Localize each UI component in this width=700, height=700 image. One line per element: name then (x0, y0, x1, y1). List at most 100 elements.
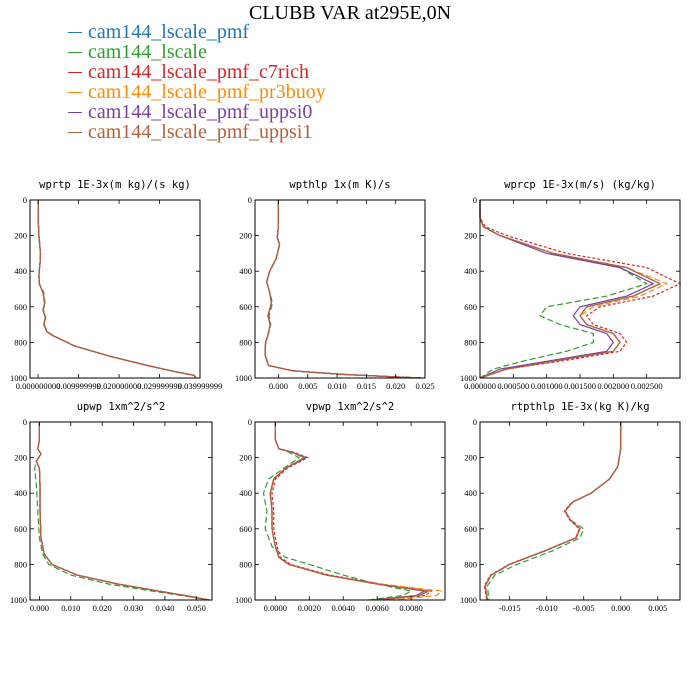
series-line (34, 422, 209, 601)
x-tick-label: 0.025 (415, 381, 434, 391)
x-tick-label: 0.0000 (264, 603, 287, 613)
x-tick-label: 0.030 (124, 603, 143, 613)
y-tick-label: 800 (14, 559, 27, 569)
y-tick-label: 800 (464, 337, 477, 347)
legend-entry: cam144_lscale_pmf_uppsi1 (68, 120, 326, 143)
series-line (264, 200, 421, 379)
series-line (269, 422, 427, 601)
y-tick-label: 0 (473, 195, 477, 205)
series-line (37, 200, 197, 379)
y-tick-label: 1000 (235, 595, 252, 605)
legend-label: cam144_lscale_pmf_uppsi1 (88, 120, 313, 143)
y-tick-label: 400 (239, 488, 252, 498)
series-line (269, 422, 444, 601)
y-tick-label: 200 (464, 231, 477, 241)
series-line (484, 422, 622, 601)
x-tick-label: -0.010 (536, 603, 558, 613)
panel-title: rtpthlp 1E-3x(kg K)/kg (510, 401, 649, 413)
series-line (35, 422, 210, 601)
panel-title: upwp 1xm^2/s^2 (77, 401, 166, 413)
legend-swatch (68, 31, 82, 33)
y-tick-label: 0 (248, 195, 252, 205)
series-line (35, 422, 210, 601)
y-tick-label: 0 (23, 417, 27, 427)
x-tick-label: 0.000 (269, 381, 288, 391)
y-tick-label: 200 (14, 453, 27, 463)
y-tick-label: 400 (239, 266, 252, 276)
x-tick-label: 0.039999999 (178, 381, 223, 391)
series-line (264, 200, 421, 379)
x-tick-label: 0.000 (30, 603, 49, 613)
series-line (264, 200, 421, 379)
y-tick-label: 1000 (235, 373, 252, 383)
y-tick-label: 1000 (460, 373, 477, 383)
series-line (479, 200, 682, 379)
x-tick-label: 0.000500 (497, 381, 529, 391)
series-line (479, 200, 649, 379)
legend-swatch (68, 91, 82, 93)
y-tick-label: 800 (239, 337, 252, 347)
series-line (479, 200, 662, 379)
y-tick-label: 200 (239, 231, 252, 241)
y-tick-label: 1000 (10, 595, 27, 605)
x-tick-label: 0.010 (61, 603, 80, 613)
plot-frame (479, 421, 681, 601)
series-line (269, 422, 430, 601)
legend-entry: cam144_lscale_pmf_c7rich (68, 60, 326, 83)
legend-label: cam144_lscale_pmf (88, 20, 250, 43)
series-line (37, 200, 197, 379)
series-line (479, 200, 669, 379)
chart-panel: vpwp 1xm^2/s^2 0 200 400 600 800 1000 0.0000 0.0… (235, 401, 446, 613)
chart-panel: wpthlp 1x(m K)/s 0 200 400 600 800 1000 0.000 0.… (235, 179, 435, 391)
legend: cam144_lscale_pmf cam144_lscale cam144_l… (68, 20, 326, 143)
legend-label: cam144_lscale_pmf_c7rich (88, 60, 310, 83)
y-tick-label: 600 (14, 302, 27, 312)
y-tick-label: 200 (14, 231, 27, 241)
series-line (35, 422, 210, 601)
x-tick-label: 0.000 (611, 603, 630, 613)
legend-swatch (68, 131, 82, 133)
legend-swatch (68, 51, 82, 53)
legend-entry: cam144_lscale_pmf_pr3buoy (68, 81, 326, 103)
series-line (483, 422, 622, 601)
legend-swatch (68, 111, 82, 113)
y-tick-label: 800 (239, 559, 252, 569)
y-tick-label: 400 (464, 488, 477, 498)
x-tick-label: 0.000000000 (16, 381, 61, 391)
series-line (37, 200, 197, 379)
series-line (484, 422, 622, 601)
series-line (35, 422, 210, 601)
legend-entry: cam144_lscale_pmf_uppsi0 (68, 100, 326, 123)
figure-title: CLUBB VAR at295E,0N (248, 2, 452, 24)
x-tick-label: 0.005 (648, 603, 667, 613)
series-line (271, 422, 434, 601)
legend-label: cam144_lscale_pmf_uppsi0 (88, 100, 313, 123)
chart-panel: rtpthlp 1E-3x(kg K)/kg 0 200 400 600 800 1000 -… (460, 401, 681, 613)
y-tick-label: 200 (239, 453, 252, 463)
x-tick-label: 0.010 (328, 381, 347, 391)
series-line (37, 200, 197, 379)
y-tick-label: 600 (464, 524, 477, 534)
series-line (269, 422, 430, 601)
chart-panel: wprtp 1E-3x(m kg)/(s kg) 0 200 400 600 800 100… (10, 179, 222, 391)
x-tick-label: 0.000000 (464, 381, 496, 391)
series-line (262, 422, 413, 601)
plot-frame (254, 199, 426, 379)
x-tick-label: -0.005 (573, 603, 595, 613)
y-tick-label: 400 (14, 488, 27, 498)
plot-frame (254, 421, 446, 601)
plot-frame (29, 421, 213, 601)
panel-title: vpwp 1xm^2/s^2 (306, 401, 395, 413)
series-line (484, 422, 622, 601)
series-line (479, 200, 662, 379)
y-tick-label: 600 (239, 524, 252, 534)
x-tick-label: 0.009999999 (56, 381, 101, 391)
x-tick-label: 0.0040 (332, 603, 355, 613)
x-tick-label: 0.040 (155, 603, 174, 613)
x-tick-label: 0.020 (386, 381, 405, 391)
y-tick-label: 0 (473, 417, 477, 427)
y-tick-label: 0 (23, 195, 27, 205)
x-tick-label: 0.002000 (597, 381, 629, 391)
panel-title: wprcp 1E-3x(m/s) (kg/kg) (504, 179, 656, 191)
